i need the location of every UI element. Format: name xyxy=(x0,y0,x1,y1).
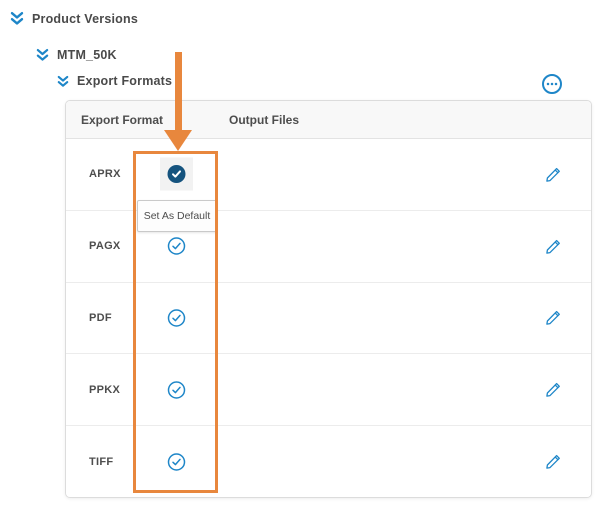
column-header-export-format: Export Format xyxy=(81,113,164,127)
ellipsis-circle-icon xyxy=(542,74,562,94)
set-as-default-toggle[interactable] xyxy=(160,445,193,478)
table-row: APRX xyxy=(66,139,591,211)
set-as-default-toggle[interactable] xyxy=(160,157,193,191)
tree-label: MTM_50K xyxy=(57,48,117,62)
edit-button[interactable] xyxy=(543,236,563,256)
check-circle-outline-icon xyxy=(167,381,186,399)
table-row: PDF xyxy=(66,282,591,355)
table-header: Export Format Output Files xyxy=(66,101,591,139)
edit-button[interactable] xyxy=(543,164,563,184)
table-row: TIFF xyxy=(66,426,591,497)
edit-button[interactable] xyxy=(543,380,563,400)
tree-node-mtm-50k[interactable]: MTM_50K xyxy=(36,48,117,62)
table-body: APRX PAGX xyxy=(66,139,591,497)
chevron-double-down-icon xyxy=(10,12,24,25)
annotation-arrow-head xyxy=(164,130,192,151)
set-as-default-toggle[interactable] xyxy=(160,301,193,334)
tree-node-export-formats[interactable]: Export Formats xyxy=(57,74,172,88)
set-as-default-toggle[interactable] xyxy=(160,230,193,263)
pencil-icon xyxy=(545,383,560,398)
export-formats-table: Export Format Output Files APRX PAGX xyxy=(65,100,592,498)
format-label: PAGX xyxy=(89,240,121,253)
edit-button[interactable] xyxy=(543,308,563,328)
edit-button[interactable] xyxy=(543,452,563,472)
column-header-output-files: Output Files xyxy=(229,113,299,127)
format-label: PPKX xyxy=(89,383,121,396)
check-circle-outline-icon xyxy=(167,309,186,327)
tree-node-product-versions[interactable]: Product Versions xyxy=(10,11,138,26)
set-as-default-toggle[interactable] xyxy=(160,373,193,406)
pencil-icon xyxy=(545,311,560,326)
pencil-icon xyxy=(545,239,560,254)
check-circle-outline-icon xyxy=(167,452,186,471)
tree-label: Product Versions xyxy=(32,11,139,26)
table-row: PPKX xyxy=(66,354,591,427)
pencil-icon xyxy=(545,167,560,182)
chevron-double-down-icon xyxy=(57,75,69,87)
check-circle-filled-icon xyxy=(167,165,186,184)
annotation-arrow-shaft xyxy=(175,52,182,131)
chevron-double-down-icon xyxy=(36,48,49,61)
pencil-icon xyxy=(545,455,560,469)
more-options-button[interactable] xyxy=(541,73,563,95)
format-label: TIFF xyxy=(89,455,114,468)
set-as-default-tooltip: Set As Default xyxy=(137,200,217,232)
format-label: PDF xyxy=(89,311,112,324)
tree-label: Export Formats xyxy=(77,74,173,88)
tooltip-text: Set As Default xyxy=(143,210,211,222)
check-circle-outline-icon xyxy=(167,237,186,255)
format-label: APRX xyxy=(89,168,121,181)
